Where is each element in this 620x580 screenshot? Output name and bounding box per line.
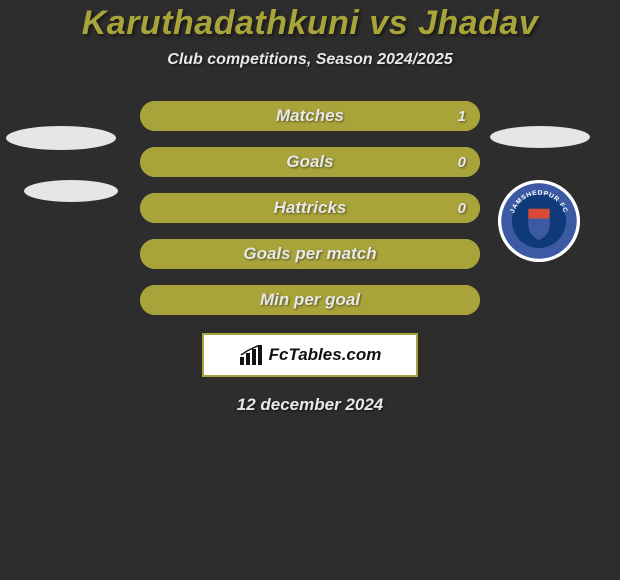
bar-value-right: 1 (458, 101, 466, 131)
club-crest-icon: JAMSHEDPUR FC (498, 180, 580, 262)
placeholder-ellipse (6, 126, 116, 150)
subtitle: Club competitions, Season 2024/2025 (0, 51, 620, 69)
stat-bar: Matches1 (140, 101, 480, 131)
date-text: 12 december 2024 (0, 395, 620, 415)
placeholder-ellipse (490, 126, 590, 148)
branding-badge: FcTables.com (202, 333, 418, 377)
club-badge-jamshedpur: JAMSHEDPUR FC (498, 180, 580, 262)
bar-label: Matches (140, 101, 480, 131)
placeholder-ellipse (24, 180, 118, 202)
stat-bar: Min per goal (140, 285, 480, 315)
bar-label: Goals (140, 147, 480, 177)
branding-text: FcTables.com (269, 345, 382, 365)
bar-value-right: 0 (458, 193, 466, 223)
bar-value-right: 0 (458, 147, 466, 177)
bar-label: Min per goal (140, 285, 480, 315)
stat-bar: Hattricks0 (140, 193, 480, 223)
stat-bar: Goals0 (140, 147, 480, 177)
page-title: Karuthadathkuni vs Jhadav (0, 0, 620, 43)
bar-label: Hattricks (140, 193, 480, 223)
fctables-logo-icon (239, 345, 263, 365)
stat-bar: Goals per match (140, 239, 480, 269)
bar-label: Goals per match (140, 239, 480, 269)
